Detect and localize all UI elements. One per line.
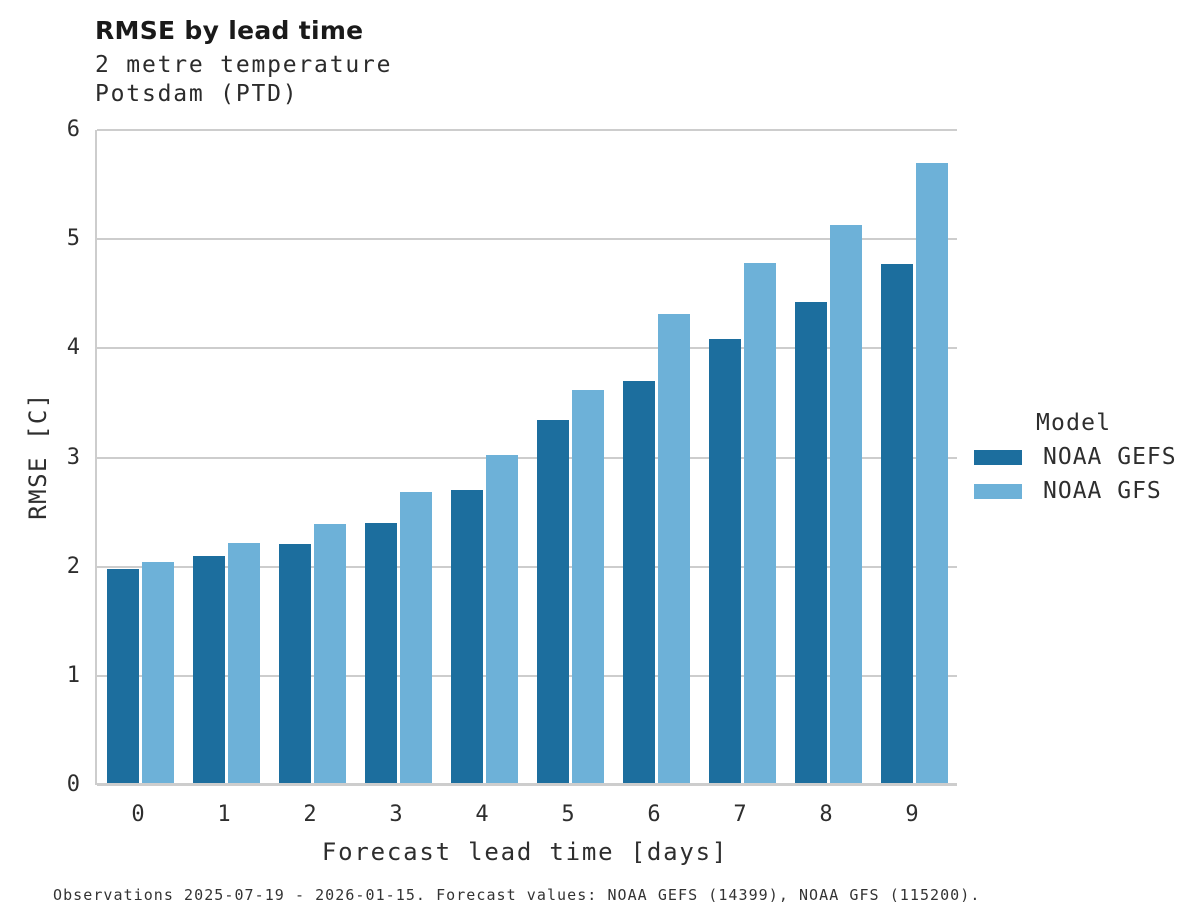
y-tick-label-4: 4 xyxy=(66,335,80,361)
y-tick-label-5: 5 xyxy=(66,226,80,252)
x-tick-label-8: 8 xyxy=(819,802,833,827)
legend-label-noaa-gefs: NOAA GEFS xyxy=(1043,444,1177,470)
plot-area xyxy=(95,129,957,786)
legend-swatch-noaa-gfs xyxy=(974,483,1022,499)
bar-noaa-gfs-lead-9 xyxy=(915,162,948,785)
bar-noaa-gfs-lead-6 xyxy=(657,314,690,785)
x-tick-label-9: 9 xyxy=(905,802,919,827)
bar-noaa-gefs-lead-4 xyxy=(450,490,483,785)
x-tick-label-4: 4 xyxy=(475,802,489,827)
bar-noaa-gfs-lead-2 xyxy=(313,524,346,785)
chart-subtitle-station: Potsdam (PTD) xyxy=(95,81,299,107)
x-tick-label-3: 3 xyxy=(389,802,403,827)
bar-noaa-gfs-lead-8 xyxy=(829,224,862,785)
gridline-y-4 xyxy=(97,347,957,350)
chart-title: RMSE by lead time xyxy=(95,16,364,45)
x-axis-label: Forecast lead time [days] xyxy=(321,838,729,866)
x-axis-baseline xyxy=(97,783,957,786)
bar-noaa-gefs-lead-1 xyxy=(192,555,225,785)
y-tick-label-0: 0 xyxy=(66,772,80,797)
bar-noaa-gefs-lead-9 xyxy=(880,264,913,785)
legend-label-noaa-gfs: NOAA GFS xyxy=(1043,478,1162,504)
legend-entry-noaa-gefs: NOAA GEFS xyxy=(974,442,1194,472)
bar-noaa-gfs-lead-5 xyxy=(571,389,604,785)
x-tick-label-7: 7 xyxy=(733,802,747,827)
bar-noaa-gefs-lead-2 xyxy=(278,543,311,785)
bar-noaa-gfs-lead-7 xyxy=(743,263,776,785)
y-tick-label-6: 6 xyxy=(66,117,80,142)
x-tick-label-2: 2 xyxy=(303,802,317,827)
legend-title: Model xyxy=(1036,410,1112,436)
bar-noaa-gfs-lead-4 xyxy=(485,455,518,785)
bar-noaa-gfs-lead-1 xyxy=(227,542,260,785)
bar-noaa-gefs-lead-7 xyxy=(708,338,741,785)
y-tick-label-1: 1 xyxy=(66,662,80,688)
legend: Model NOAA GEFS NOAA GFS xyxy=(974,408,1194,506)
legend-swatch-noaa-gefs xyxy=(974,449,1022,465)
footer-caption: Observations 2025-07-19 - 2026-01-15. Fo… xyxy=(53,886,981,904)
bar-noaa-gefs-lead-8 xyxy=(794,302,827,785)
legend-entry-noaa-gfs: NOAA GFS xyxy=(974,476,1194,506)
gridline-y-1 xyxy=(97,674,957,677)
x-tick-label-6: 6 xyxy=(647,802,661,827)
bar-noaa-gfs-lead-0 xyxy=(141,562,174,785)
x-tick-label-5: 5 xyxy=(561,802,575,827)
bar-noaa-gefs-lead-0 xyxy=(106,568,139,785)
bar-noaa-gefs-lead-5 xyxy=(536,420,569,785)
chart-subtitle-variable: 2 metre temperature xyxy=(95,52,393,78)
gridline-y-2 xyxy=(97,565,957,568)
bar-noaa-gefs-lead-3 xyxy=(364,523,397,785)
y-tick-label-3: 3 xyxy=(66,444,80,470)
x-tick-label-1: 1 xyxy=(217,802,231,827)
gridline-y-5 xyxy=(97,238,957,241)
gridline-y-3 xyxy=(97,456,957,459)
y-tick-label-2: 2 xyxy=(66,553,80,579)
gridline-y-6 xyxy=(97,129,957,131)
bar-noaa-gfs-lead-3 xyxy=(399,492,432,785)
x-tick-label-0: 0 xyxy=(131,802,145,827)
bar-noaa-gefs-lead-6 xyxy=(622,381,655,785)
